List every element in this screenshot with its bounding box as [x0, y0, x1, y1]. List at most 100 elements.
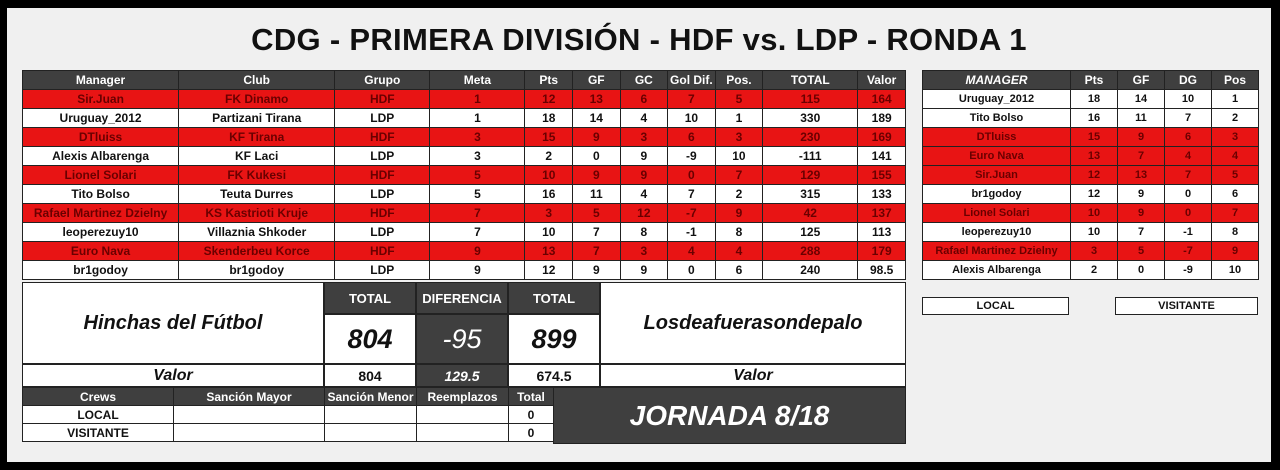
valor-diff-value: 129.5 [416, 364, 508, 387]
valor-left-value: 804 [324, 364, 416, 387]
table-cell: 129 [762, 165, 859, 185]
table-cell: 7 [1117, 222, 1165, 242]
table-cell: leoperezuy10 [922, 222, 1071, 242]
table-cell: 1 [1211, 89, 1259, 109]
table-cell: Euro Nava [922, 146, 1071, 166]
table-cell: 18 [524, 108, 574, 128]
table-cell: 7 [572, 241, 621, 261]
table-cell: LDP [334, 222, 431, 242]
column-header: Pos. [714, 70, 764, 90]
table-cell: 9 [619, 260, 669, 280]
table-cell: 14 [1117, 89, 1165, 109]
diff-value: -95 [416, 314, 508, 364]
table-cell: Sir.Juan [21, 89, 180, 109]
table-cell: 10 [1211, 260, 1259, 280]
table-cell: 98.5 [857, 260, 906, 280]
table-cell: -7 [1164, 241, 1212, 261]
table-cell: 9 [1117, 203, 1165, 223]
table-cell: 189 [857, 108, 906, 128]
column-header: DG [1164, 70, 1212, 90]
column-header: Sanción Mayor [173, 387, 325, 406]
table-cell: 7 [572, 222, 621, 242]
table-cell: 11 [572, 184, 621, 204]
column-header: Total [508, 387, 554, 406]
jornada-box: JORNADA 8/18 [553, 387, 906, 444]
table-row: Euro Nava 13 7 4 4 [922, 146, 1259, 166]
table-cell: LDP [334, 260, 431, 280]
table-row: Rafael Martinez Dzielny 3 5 -7 9 [922, 241, 1259, 261]
table-cell: 9 [1211, 241, 1259, 261]
table-cell: VISITANTE [22, 423, 174, 442]
table-cell: KS Kastrioti Kruje [178, 203, 336, 223]
table-cell: 10 [1164, 89, 1212, 109]
table-cell: 3 [429, 146, 526, 166]
total-left-header: TOTAL [324, 282, 416, 314]
table-cell: 4 [714, 241, 764, 261]
table-row: leoperezuy10 Villaznia Shkoder LDP 7 10 7 8 -1 8… [21, 222, 906, 242]
table-row: leoperezuy10 10 7 -1 8 [922, 222, 1259, 242]
table-cell [416, 423, 509, 442]
table-cell: 15 [524, 127, 574, 147]
table-cell: 9 [572, 260, 621, 280]
table-cell: 0 [572, 146, 621, 166]
column-header: Crews [22, 387, 174, 406]
table-cell: 9 [572, 127, 621, 147]
column-header: Valor [857, 70, 906, 90]
table-cell: 288 [762, 241, 859, 261]
table-cell: Euro Nava [21, 241, 180, 261]
table-cell: 2 [1211, 108, 1259, 128]
crews-table-header: Crews Sanción Mayor Sanción Menor Reemplazo… [22, 387, 554, 406]
table-cell: 1 [429, 108, 526, 128]
table-cell: 13 [524, 241, 574, 261]
table-cell: HDF [334, 241, 431, 261]
valor-right-value: 674.5 [508, 364, 600, 387]
table-cell: FK Kukesi [178, 165, 336, 185]
table-row: Uruguay_2012 Partizani Tirana LDP 1 18 14 4 10 1… [21, 108, 906, 128]
table-cell: HDF [334, 89, 431, 109]
column-header: GC [619, 70, 669, 90]
table-cell: 5 [429, 165, 526, 185]
table-row: DTluiss KF Tirana HDF 3 15 9 3 6 3 230 169 [21, 127, 906, 147]
table-cell: 155 [857, 165, 906, 185]
table-cell: LOCAL [22, 405, 174, 424]
table-cell: 330 [762, 108, 859, 128]
table-cell: 9 [619, 165, 669, 185]
table-cell [324, 423, 417, 442]
match-table: Manager Club Grupo Meta Pts GF GC Gol Dif. Pos. T… [21, 70, 906, 280]
table-cell: 10 [667, 108, 716, 128]
table-cell: 8 [619, 222, 669, 242]
table-cell: 113 [857, 222, 906, 242]
table-cell: LDP [334, 146, 431, 166]
column-header: GF [572, 70, 621, 90]
table-cell [173, 405, 325, 424]
column-header: GF [1117, 70, 1165, 90]
table-cell: 10 [1070, 203, 1118, 223]
table-cell: leoperezuy10 [21, 222, 180, 242]
table-cell: 2 [524, 146, 574, 166]
table-cell: 2 [1070, 260, 1118, 280]
valor-left-label: Valor [22, 364, 324, 387]
table-cell: br1godoy [922, 184, 1071, 204]
table-cell: 1 [714, 108, 764, 128]
table-cell: 5 [429, 184, 526, 204]
table-row: LOCAL 0 [22, 405, 554, 424]
table-cell: 179 [857, 241, 906, 261]
table-cell: 9 [714, 203, 764, 223]
table-cell: 5 [714, 89, 764, 109]
table-cell: 6 [619, 89, 669, 109]
table-cell: KF Tirana [178, 127, 336, 147]
table-cell: 164 [857, 89, 906, 109]
table-cell: Rafael Martinez Dzielny [922, 241, 1071, 261]
table-row: Tito Bolso Teuta Durres LDP 5 16 11 4 7 2 315 133 [21, 184, 906, 204]
table-cell: HDF [334, 203, 431, 223]
table-cell: 13 [1070, 146, 1118, 166]
table-cell: 6 [714, 260, 764, 280]
table-cell: Sir.Juan [922, 165, 1071, 185]
column-header: Grupo [334, 70, 431, 90]
table-cell: Alexis Albarenga [21, 146, 180, 166]
table-cell: 7 [667, 184, 716, 204]
column-header: Pts [524, 70, 574, 90]
team-left-label: Hinchas del Fútbol [83, 311, 263, 334]
table-cell: Alexis Albarenga [922, 260, 1071, 280]
diff-header: DIFERENCIA [416, 282, 508, 314]
